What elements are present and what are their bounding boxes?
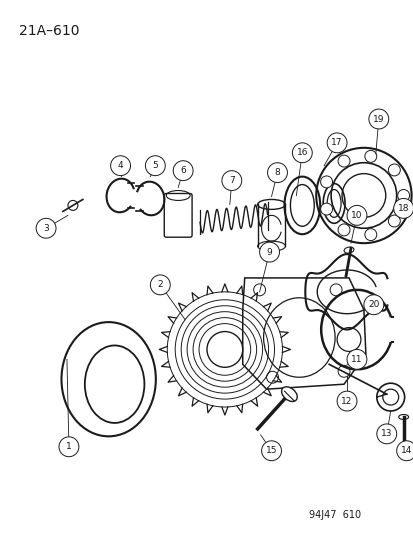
Circle shape	[292, 143, 311, 163]
Text: 11: 11	[350, 355, 362, 364]
Circle shape	[150, 275, 170, 295]
Circle shape	[337, 224, 349, 236]
Circle shape	[376, 424, 396, 444]
Text: 20: 20	[367, 300, 379, 309]
Circle shape	[36, 219, 56, 238]
Text: 7: 7	[228, 176, 234, 185]
Text: 16: 16	[296, 148, 307, 157]
Circle shape	[363, 295, 383, 314]
Circle shape	[337, 155, 349, 167]
Text: 10: 10	[350, 211, 362, 220]
Circle shape	[368, 109, 388, 129]
Text: 18: 18	[397, 204, 408, 213]
Circle shape	[393, 198, 413, 219]
Text: 3: 3	[43, 224, 49, 233]
Text: 4: 4	[117, 161, 123, 170]
Text: 12: 12	[340, 397, 352, 406]
Text: 15: 15	[265, 446, 277, 455]
Circle shape	[387, 164, 399, 176]
Circle shape	[261, 441, 281, 461]
Text: 2: 2	[157, 280, 163, 289]
Circle shape	[145, 156, 165, 175]
Text: 1: 1	[66, 442, 71, 451]
Circle shape	[110, 156, 130, 175]
Ellipse shape	[281, 387, 297, 401]
Circle shape	[364, 229, 376, 240]
Circle shape	[320, 203, 332, 215]
Circle shape	[320, 176, 332, 188]
Circle shape	[221, 171, 241, 190]
Text: 19: 19	[372, 115, 384, 124]
Circle shape	[173, 161, 192, 181]
Text: 14: 14	[400, 446, 411, 455]
Text: 13: 13	[380, 430, 392, 438]
Circle shape	[267, 163, 287, 183]
Circle shape	[387, 215, 399, 227]
Text: 94J47  610: 94J47 610	[309, 510, 361, 520]
Circle shape	[259, 242, 279, 262]
Circle shape	[364, 150, 376, 163]
Circle shape	[346, 350, 366, 369]
Text: 9: 9	[266, 248, 272, 256]
Circle shape	[326, 133, 346, 153]
Circle shape	[396, 441, 413, 461]
Circle shape	[346, 205, 366, 225]
Text: 17: 17	[330, 139, 342, 147]
Circle shape	[336, 391, 356, 411]
Circle shape	[59, 437, 78, 457]
Text: 6: 6	[180, 166, 185, 175]
Text: 5: 5	[152, 161, 158, 170]
Circle shape	[397, 190, 408, 201]
Text: 8: 8	[274, 168, 280, 177]
Text: 21A–610: 21A–610	[19, 23, 80, 38]
